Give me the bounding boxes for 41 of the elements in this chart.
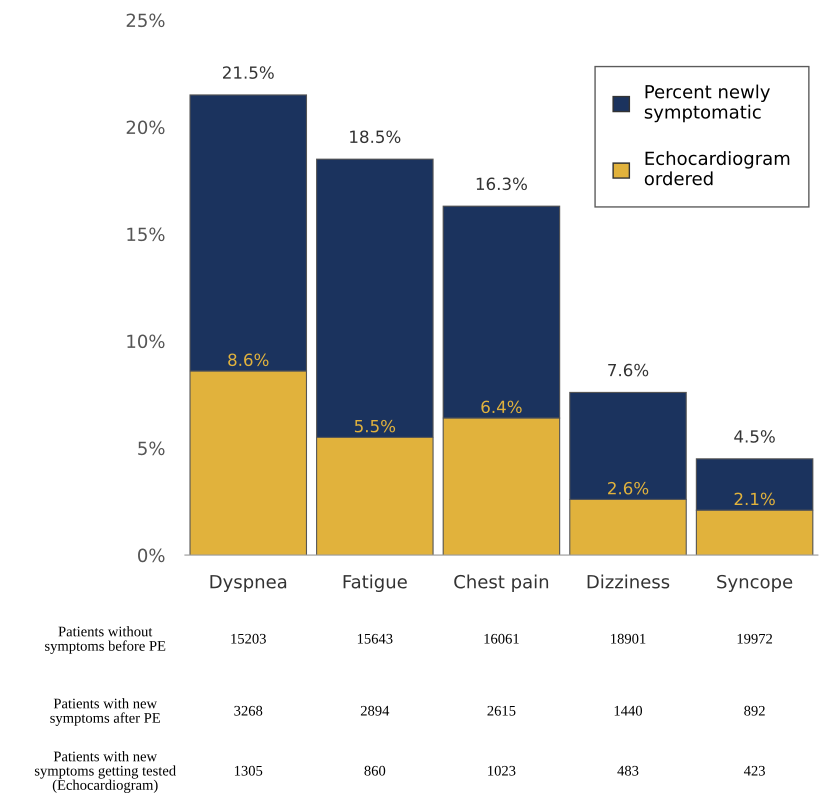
data-label: 6.4% <box>481 400 522 414</box>
x-tick-label: Fatigue <box>344 574 407 592</box>
text: 483 <box>617 766 638 776</box>
data-label: 5.5% <box>354 420 396 432</box>
text: 1023 <box>488 766 516 776</box>
text: 1440 <box>614 706 642 716</box>
text: Patients with new symptoms getting tested (Echocardiogram) <box>34 751 176 793</box>
text: Patients without symptoms before PE <box>45 626 166 654</box>
text: 15203 <box>231 634 266 644</box>
data-label: 2.1% <box>734 492 775 506</box>
text: 423 <box>744 766 765 776</box>
text: 3268 <box>234 706 262 716</box>
text: 1305 <box>234 766 262 776</box>
y-tick-label: 0% <box>138 548 165 562</box>
text: 15643 <box>358 634 392 644</box>
text: 2894 <box>360 706 390 716</box>
text: 892 <box>744 706 765 716</box>
text: 19972 <box>738 634 772 644</box>
x-tick-label: Dizziness <box>588 574 670 589</box>
total-label: 18.5% <box>350 130 400 144</box>
text: 2615 <box>487 706 516 716</box>
legend-label: Echocardiogram ordered <box>644 151 790 186</box>
x-tick-label: Dyspnea <box>210 575 286 592</box>
total-label: 21.5% <box>222 66 274 79</box>
x-tick-label: Syncope <box>717 574 792 592</box>
total-label: 16.3% <box>476 178 527 190</box>
data-label: 8.6% <box>228 353 268 366</box>
text: 18901 <box>611 634 646 644</box>
text: 16061 <box>484 634 519 644</box>
y-tick-label: 5% <box>138 442 165 456</box>
total-label: 4.5% <box>734 430 775 443</box>
text: 860 <box>364 766 386 776</box>
y-tick-label: 15% <box>127 228 165 242</box>
x-tick-label: Chest pain <box>454 574 548 592</box>
text: Patients with new symptoms after PE <box>50 698 160 726</box>
legend-label: Percent newly symptomatic <box>644 84 770 122</box>
y-tick-label: 25% <box>126 13 165 28</box>
y-tick-label: 10% <box>127 334 165 348</box>
total-label: 7.6% <box>608 364 648 376</box>
y-tick-label: 20% <box>126 120 165 134</box>
data-label: 2.6% <box>608 482 648 495</box>
